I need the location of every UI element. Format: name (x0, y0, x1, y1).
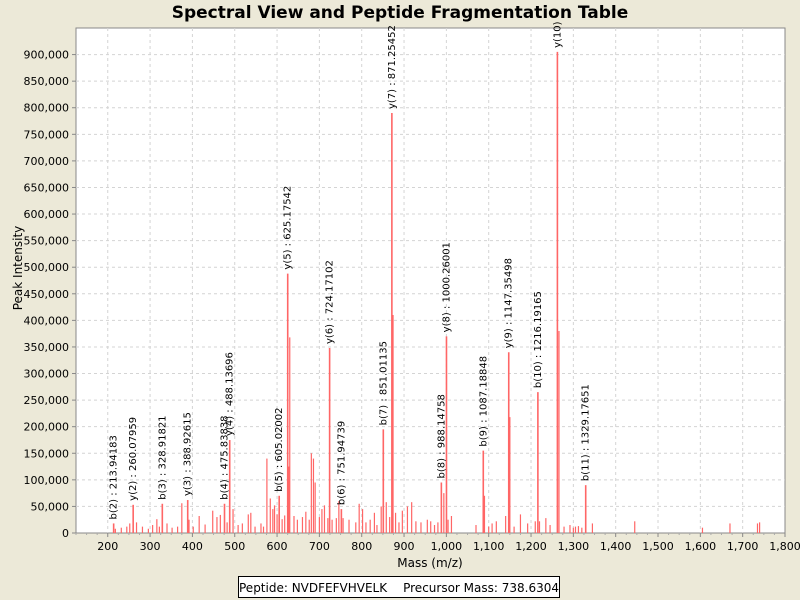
x-tick-label: 800 (351, 540, 372, 553)
x-tick-label: 1,000 (431, 540, 463, 553)
x-tick-label: 1,800 (769, 540, 800, 553)
y-tick-label: 0 (62, 527, 69, 540)
peak-label: y(7) : 871.25452 (387, 25, 398, 109)
plot-area (75, 27, 786, 534)
peak-label: b(4) : 475.83838 (220, 415, 231, 499)
peak-label: b(10) : 1216.19165 (533, 291, 544, 388)
x-tick-label: 1,200 (515, 540, 547, 553)
peak-labels: b(2) : 213.94183 y(2) : 260.07959 b(3) : 3… (109, 21, 592, 519)
x-tick-label: 200 (97, 540, 118, 553)
y-tick-label: 900,000 (24, 49, 70, 62)
peak-label: y(3) : 388.92615 (183, 412, 194, 496)
peak-label: b(5) : 605.02002 (274, 407, 285, 491)
x-tick-label: 1,700 (727, 540, 759, 553)
y-tick-label: 250,000 (24, 394, 70, 407)
x-tick-label: 400 (182, 540, 203, 553)
peak-label: y(2) : 260.07959 (128, 417, 139, 501)
peak-bars (112, 51, 761, 533)
y-tick-label: 650,000 (24, 181, 70, 194)
peak-label: y(4) : 488.13696 (225, 352, 236, 436)
y-tick-label: 450,000 (24, 288, 70, 301)
peak-label: b(9) : 1087.18848 (478, 356, 489, 447)
y-tick-label: 350,000 (24, 341, 70, 354)
peak-label: b(6) : 751.94739 (336, 421, 347, 505)
y-tick-label: 50,000 (31, 500, 70, 513)
x-tick-label: 300 (140, 540, 161, 553)
y-tick-label: 600,000 (24, 208, 70, 221)
x-axis-label: Mass (m/z) (397, 556, 462, 570)
y-tick-label: 200,000 (24, 421, 70, 434)
peak-label: b(8) : 988.14758 (436, 394, 447, 478)
x-tick-label: 600 (267, 540, 288, 553)
y-tick-label: 500,000 (24, 261, 70, 274)
axes: 0 50,000 100,000 150,000 200,000 250,000 300,0… (24, 49, 800, 553)
peptide-label: Peptide: NVDFEFVHVELK (239, 581, 388, 595)
x-tick-label: 1,400 (600, 540, 632, 553)
y-tick-label: 700,000 (24, 155, 70, 168)
peak-label: y(10) (552, 21, 563, 48)
y-tick-label: 550,000 (24, 235, 70, 248)
x-tick-label: 1,500 (642, 540, 674, 553)
y-tick-label: 850,000 (24, 75, 70, 88)
grid-lines (76, 28, 785, 533)
x-tick-label: 1,100 (473, 540, 505, 553)
peak-label: b(2) : 213.94183 (109, 435, 120, 519)
y-tick-label: 100,000 (24, 474, 70, 487)
y-axis-label: Peak Intensity (11, 226, 25, 311)
y-tick-label: 400,000 (24, 314, 70, 327)
y-tick-label: 750,000 (24, 128, 70, 141)
y-tick-label: 300,000 (24, 368, 70, 381)
peak-label: y(6) : 724.17102 (325, 260, 336, 344)
peak-label: b(3) : 328.91821 (157, 415, 168, 499)
peak-label: b(11) : 1329.17651 (581, 384, 592, 481)
x-tick-label: 700 (309, 540, 330, 553)
peak-label: y(8) : 1000.26001 (441, 242, 452, 332)
y-tick-label: 800,000 (24, 102, 70, 115)
legend-box: Peptide: NVDFEFVHVELK Precursor Mass: 738… (238, 576, 560, 598)
chart-title: Spectral View and Peptide Fragmentation … (171, 3, 629, 23)
x-tick-label: 900 (394, 540, 415, 553)
precursor-label: Precursor Mass: 738.6304 (403, 581, 559, 595)
y-tick-label: 150,000 (24, 447, 70, 460)
peak-label: b(7) : 851.01135 (378, 341, 389, 425)
x-tick-label: 1,600 (685, 540, 717, 553)
peak-label: y(5) : 625.17542 (283, 186, 294, 270)
x-tick-label: 1,300 (558, 540, 590, 553)
x-tick-label: 500 (224, 540, 245, 553)
peak-label: y(9) : 1147.35498 (504, 258, 515, 348)
